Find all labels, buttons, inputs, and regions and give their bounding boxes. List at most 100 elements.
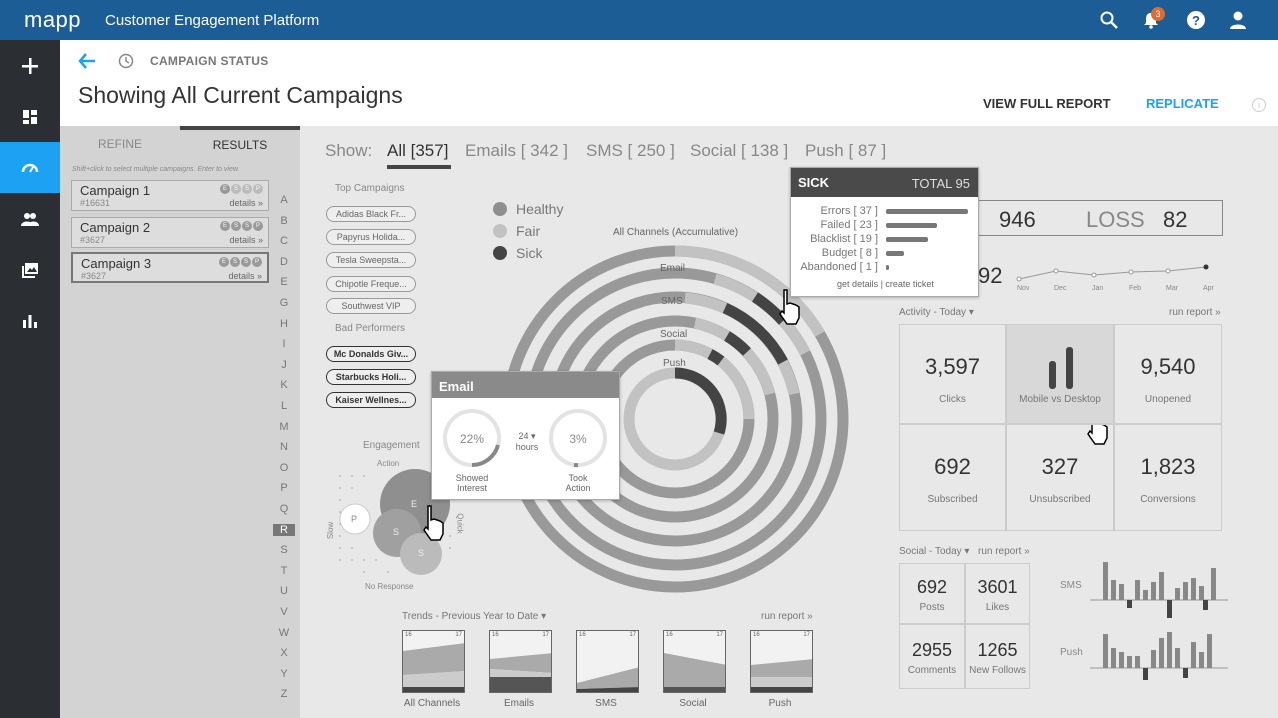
filter-tab-emails[interactable]: Emails [ 342 ] — [465, 141, 568, 160]
top-campaign-pill[interactable]: Tesla Sweepsta... — [326, 252, 416, 268]
campaign-details-link[interactable]: details » — [229, 198, 263, 208]
bubble-social[interactable] — [400, 533, 442, 575]
bubble-label-social: S — [418, 548, 425, 558]
tile-new-follows[interactable]: 1265 New Follows — [965, 624, 1030, 689]
tile-likes[interactable]: 3601 Likes — [965, 563, 1030, 624]
alphabet-letter[interactable]: C — [280, 235, 288, 248]
bad-performer-pill[interactable]: Starbucks Holi... — [326, 369, 416, 385]
tile-subscribed[interactable]: 692 Subscribed — [899, 424, 1006, 531]
time-window-dropdown[interactable]: 24 ▾ hours — [512, 431, 542, 452]
bar-chart-icon — [23, 314, 37, 328]
alphabet-letter[interactable]: J — [281, 358, 287, 371]
alphabet-letter[interactable]: Y — [280, 667, 288, 680]
tile-unopened[interactable]: 9,540 Unopened — [1114, 324, 1222, 424]
spark-label-push: Push — [1060, 647, 1083, 658]
alphabet-letter[interactable]: R — [273, 523, 295, 536]
rail-analytics[interactable] — [0, 295, 60, 346]
rail-campaign-status[interactable] — [0, 142, 60, 193]
campaign-details-link[interactable]: details » — [228, 271, 262, 281]
gain-loss-box[interactable]: 946 LOSS 82 — [977, 200, 1223, 236]
sick-actions-links[interactable]: get details | create ticket — [837, 279, 934, 289]
bubble-push[interactable] — [339, 503, 371, 535]
social-run-report-link[interactable]: run report » — [978, 546, 1030, 557]
replicate-button[interactable]: REPLICATE — [1146, 96, 1219, 111]
alphabet-letter[interactable]: U — [280, 585, 288, 598]
alphabet-letter[interactable]: M — [279, 420, 289, 433]
alphabet-letter[interactable]: E — [280, 276, 288, 289]
back-arrow-icon[interactable] — [78, 52, 96, 70]
bad-performer-pill[interactable]: Kaiser Wellnes... — [326, 392, 416, 408]
alphabet-letter[interactable]: D — [280, 255, 288, 268]
trend-chart-all-channels[interactable]: 16 17 — [402, 630, 465, 693]
chip-sms: S — [231, 184, 241, 194]
user-icon[interactable] — [1228, 10, 1248, 30]
trend-chart-social[interactable]: 16 17 — [663, 630, 726, 693]
alphabet-letter[interactable]: Q — [279, 503, 289, 515]
tile-comments[interactable]: 2955 Comments — [899, 624, 965, 689]
alphabet-letter[interactable]: S — [280, 544, 288, 557]
help-icon[interactable]: ? — [1186, 10, 1206, 30]
rail-content[interactable] — [0, 244, 60, 295]
trend-chart-emails[interactable]: 16 17 — [489, 630, 552, 693]
alphabet-letter[interactable]: Z — [280, 688, 288, 701]
tile-clicks[interactable]: 3,597 Clicks — [899, 324, 1006, 424]
showed-interest-label-1: Showed — [455, 473, 489, 483]
info-icon[interactable]: i — [1252, 98, 1266, 112]
view-full-report-button[interactable]: VIEW FULL REPORT — [983, 96, 1111, 111]
search-icon[interactable] — [1099, 10, 1119, 30]
activity-period-dropdown[interactable]: Activity - Today ▾ — [899, 307, 974, 318]
tab-results[interactable]: RESULTS — [180, 126, 300, 156]
filter-tab-all[interactable]: All [357] — [387, 141, 449, 160]
tile-mobile-vs-desktop[interactable]: Mobile vs Desktop — [1006, 324, 1114, 424]
top-campaign-pill[interactable]: Papyrus Holida... — [326, 229, 416, 245]
alphabet-letter[interactable]: O — [279, 461, 289, 474]
bad-performer-pill[interactable]: Mc Donalds Giv... — [326, 346, 416, 362]
alphabet-letter[interactable]: I — [282, 338, 286, 351]
alphabet-letter[interactable]: N — [280, 441, 288, 454]
top-campaign-pill[interactable]: Southwest VIP — [326, 298, 416, 314]
rail-add[interactable] — [0, 40, 60, 91]
alphabet-letter[interactable]: W — [278, 626, 290, 639]
tile-posts[interactable]: 692 Posts — [899, 563, 965, 624]
filter-tab-sms[interactable]: SMS [ 250 ] — [586, 141, 675, 160]
chip-email: E — [219, 257, 229, 267]
alphabet-letter[interactable]: V — [280, 606, 288, 618]
legend-sick: Sick — [516, 245, 543, 261]
top-campaign-pill[interactable]: Chipotle Freque... — [326, 276, 416, 292]
social-period-dropdown[interactable]: Social - Today ▾ — [899, 546, 969, 557]
alphabet-letter[interactable]: H — [280, 317, 288, 330]
filter-tab-push[interactable]: Push [ 87 ] — [805, 141, 887, 160]
tab-refine[interactable]: REFINE — [97, 137, 142, 151]
tile-conversions[interactable]: 1,823 Conversions — [1114, 424, 1222, 531]
rail-dashboard[interactable] — [0, 91, 60, 142]
app-logo[interactable]: mapp — [24, 7, 82, 32]
alphabet-letter[interactable]: P — [280, 482, 288, 495]
pointer-cursor-icon — [779, 289, 800, 325]
alphabet-letter[interactable]: X — [280, 647, 288, 660]
tile-unsubscribed[interactable]: 327 Unsubscribed — [1006, 424, 1114, 531]
bubble-label-push: P — [351, 514, 358, 524]
trends-period-dropdown[interactable]: Trends - Previous Year to Date ▾ — [402, 611, 546, 622]
sick-bar — [886, 237, 929, 242]
alphabet-letter[interactable]: B — [280, 214, 288, 227]
top-campaign-pill[interactable]: Adidas Black Fr... — [326, 206, 416, 222]
alphabet-letter[interactable]: K — [280, 379, 288, 392]
rail-audience[interactable] — [0, 193, 60, 244]
alphabet-letter[interactable]: L — [280, 400, 288, 412]
filter-tab-social[interactable]: Social [ 138 ] — [690, 141, 789, 160]
trend-chart-sms[interactable]: 16 17 — [576, 630, 639, 693]
campaign-details-link[interactable]: details » — [229, 235, 263, 245]
alphabet-letter[interactable]: G — [279, 297, 289, 309]
trend-chart-push[interactable]: 16 17 — [750, 630, 813, 693]
activity-run-report-link[interactable]: run report » — [1169, 307, 1221, 318]
alphabet-letter[interactable]: A — [280, 194, 288, 206]
trends-run-report-link[interactable]: run report » — [761, 611, 813, 622]
alphabet-letter[interactable]: T — [280, 564, 288, 577]
ring-push-sick — [707, 349, 725, 366]
notifications-button[interactable]: 3 — [1141, 7, 1165, 30]
